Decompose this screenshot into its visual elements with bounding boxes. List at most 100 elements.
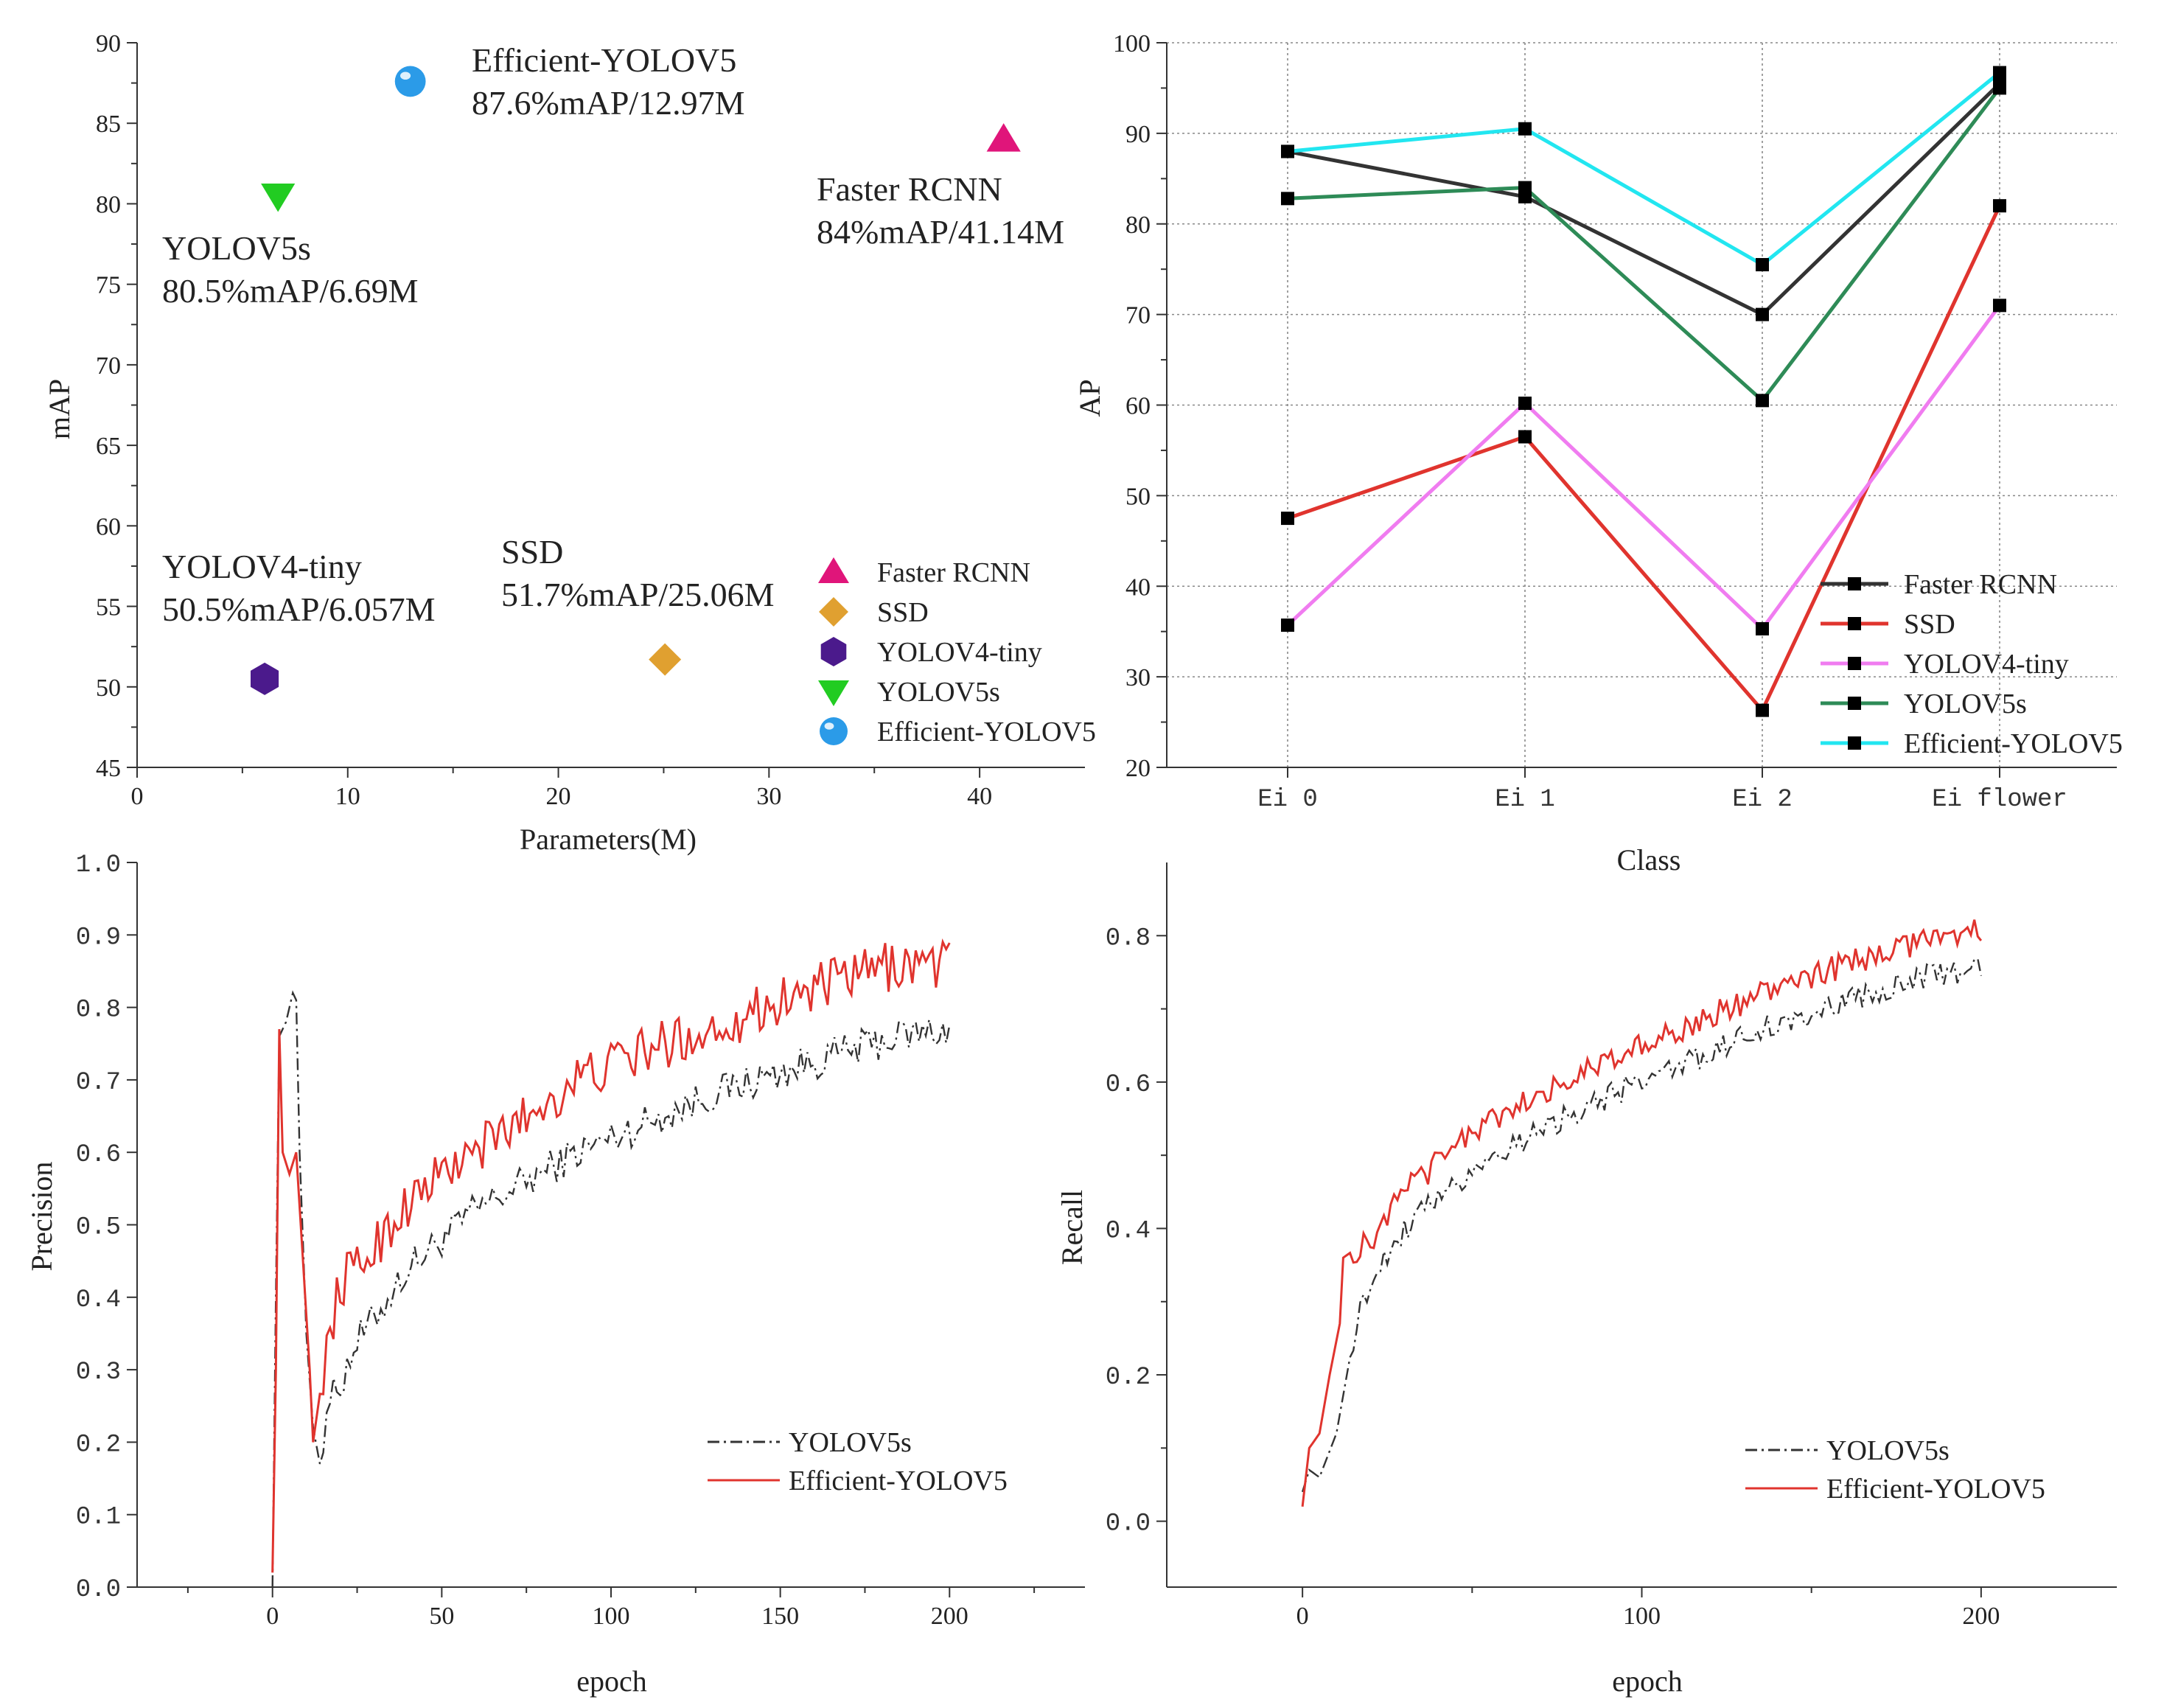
scatter-x-tick-label: 30 [756, 783, 781, 810]
ap-y-tick-label: 70 [1125, 302, 1151, 330]
class-x-axis-label: Class [1617, 843, 1681, 876]
ap-point-yolov5s [1281, 192, 1294, 206]
precision-y-tick-label: 0.4 [76, 1286, 121, 1314]
legend-label-yolov4-tiny: YOLOV4-tiny [877, 637, 1042, 668]
precision-y-tick-label: 0.9 [76, 924, 121, 952]
ap-series-line-faster-rcnn [1287, 82, 2001, 317]
scatter-y-tick-label: 85 [96, 111, 121, 138]
scatter-y-tick-label: 45 [96, 755, 121, 782]
ap-point-ssd [1993, 199, 2006, 213]
legend-marker-faster-rcnn [818, 557, 849, 583]
legend-label-ssd: SSD [877, 597, 929, 628]
ap-point-efficient-yolov5 [1993, 66, 2006, 80]
ap-legend-label-yolov5s: YOLOV5s [1904, 689, 2027, 719]
ap-x-tick-label-ei-flower: Ei flower [1932, 786, 2067, 814]
ap-y-tick-label: 20 [1125, 755, 1151, 782]
ap-y-tick-label: 90 [1125, 121, 1151, 148]
annotation-yolov5s-name: YOLOV5s [162, 229, 311, 267]
ap-series-line-ssd [1287, 205, 2002, 713]
annotation-yolov5s-value: 80.5%mAP/6.69M [162, 272, 419, 310]
ap-legend-label-faster-rcnn: Faster RCNN [1904, 569, 2057, 600]
precision-x-tick-label: 150 [761, 1603, 799, 1630]
ap-y-axis-label: AP [1073, 379, 1106, 416]
legend-label-yolov5s: YOLOV5s [877, 677, 1000, 708]
ap-legend-marker-yolov5s [1848, 697, 1861, 710]
scatter-panel: 45 50 55 60 65 70 75 80 85 90 0 10 20 30 40 Efficient-… [43, 30, 1096, 856]
ap-legend-marker-efficient-yolov5 [1848, 736, 1861, 750]
ap-class-panel: 20 30 40 50 60 70 80 90 100 Ei 0 Ei 1 Ei 2 Ei flower… [1073, 30, 2123, 876]
scatter-x-axis-label: Parameters(M) [520, 823, 697, 856]
recall-curve-efficient-yolov5 [1301, 919, 1983, 1507]
recall-legend-label-yolov5s: YOLOV5s [1826, 1435, 1950, 1466]
scatter-y-tick-label: 60 [96, 513, 121, 540]
recall-y-axis-label: Recall [1055, 1190, 1089, 1265]
recall-y-tick-label: 0.0 [1106, 1510, 1151, 1538]
precision-panel: 0.0 0.1 0.2 0.3 0.4 0.5 0.6 0.7 0.8 0.9 1.0 0 50 100 1… [25, 851, 1085, 1698]
scatter-y-tick-label: 90 [96, 30, 121, 57]
ap-y-tick-label: 40 [1125, 574, 1151, 601]
legend-marker-ssd [819, 597, 848, 627]
recall-curve-yolov5s [1301, 958, 1983, 1493]
annotation-efficient-yolov5-value: 87.6%mAP/12.97M [472, 84, 745, 122]
recall-y-tick-label: 0.2 [1106, 1364, 1151, 1392]
scatter-x-tick-label: 20 [546, 783, 571, 810]
ap-series-line-yolov5s [1287, 86, 2001, 402]
ap-y-tick-label: 50 [1125, 483, 1151, 510]
precision-x-tick-label: 0 [266, 1603, 279, 1630]
legend-label-efficient-yolov5: Efficient-YOLOV5 [877, 717, 1096, 747]
recall-y-tick-label: 0.4 [1106, 1217, 1151, 1245]
ap-x-tick-label-ei-2: Ei 2 [1732, 786, 1793, 814]
precision-x-tick-label: 50 [429, 1603, 454, 1630]
scatter-y-axis-label: mAP [43, 379, 76, 439]
precision-y-tick-label: 0.6 [76, 1141, 121, 1169]
recall-panel: 0.0 0.2 0.4 0.6 0.8 0 100 200 YOLOV5s Efficient-… [1055, 862, 2117, 1698]
ap-point-efficient-yolov5 [1281, 144, 1294, 158]
legend-marker-yolov4-tiny [820, 637, 847, 666]
annotation-ssd-name: SSD [501, 533, 563, 571]
ap-legend-marker-faster-rcnn [1848, 577, 1861, 590]
scatter-x-tick-label: 10 [335, 783, 360, 810]
legend-marker-efficient-yolov5-highlight [824, 722, 834, 730]
ap-point-yolov5s [1756, 394, 1769, 408]
ap-x-tick-label-ei-0: Ei 0 [1257, 786, 1318, 814]
legend-marker-yolov5s [818, 680, 849, 706]
precision-x-tick-label: 100 [593, 1603, 630, 1630]
ap-y-tick-label: 80 [1125, 212, 1151, 239]
ap-point-ssd [1756, 703, 1769, 717]
scatter-y-tick-label: 75 [96, 272, 121, 299]
precision-y-axis-label: Precision [25, 1162, 58, 1272]
ap-legend-label-ssd: SSD [1904, 609, 1955, 640]
scatter-y-tick-label: 80 [96, 191, 121, 218]
precision-legend-label-yolov5s: YOLOV5s [789, 1427, 912, 1458]
scatter-y-tick-label: 65 [96, 433, 121, 460]
precision-x-axis-label: epoch [576, 1665, 647, 1698]
precision-y-tick-label: 0.8 [76, 997, 121, 1025]
scatter-point-faster-rcnn [986, 123, 1021, 152]
ap-legend-label-yolov4-tiny: YOLOV4-tiny [1904, 649, 2069, 680]
legend-label-faster-rcnn: Faster RCNN [877, 557, 1030, 588]
ap-y-tick-label: 30 [1125, 664, 1151, 691]
precision-x-tick-label: 200 [931, 1603, 968, 1630]
precision-y-tick-label: 0.1 [76, 1504, 121, 1532]
precision-y-tick-label: 0.7 [76, 1069, 121, 1097]
ap-point-yolov4-tiny [1281, 618, 1294, 632]
annotation-ssd-value: 51.7%mAP/25.06M [501, 576, 775, 613]
ap-point-ssd [1518, 430, 1532, 444]
precision-y-tick-label: 1.0 [76, 851, 121, 879]
ap-series-line-yolov4-tiny [1286, 304, 2002, 631]
precision-curve-yolov5s [271, 990, 951, 1588]
annotation-faster-rcnn-value: 84%mAP/41.14M [817, 213, 1064, 251]
scatter-point-efficient-yolov5-highlight [400, 72, 411, 80]
precision-y-tick-label: 0.5 [76, 1214, 121, 1242]
ap-point-faster-rcnn [1756, 307, 1769, 321]
ap-point-efficient-yolov5 [1756, 258, 1769, 272]
ap-point-yolov5s [1993, 81, 2006, 95]
scatter-y-tick-label: 55 [96, 594, 121, 621]
annotation-yolov4-tiny-value: 50.5%mAP/6.057M [162, 590, 436, 628]
annotation-efficient-yolov5-name: Efficient-YOLOV5 [472, 41, 736, 79]
ap-point-yolov4-tiny [1993, 299, 2006, 313]
ap-series-line-efficient-yolov5 [1287, 71, 2001, 267]
scatter-point-ssd [649, 643, 682, 676]
ap-legend-label-efficient-yolov5: Efficient-YOLOV5 [1904, 728, 2123, 759]
